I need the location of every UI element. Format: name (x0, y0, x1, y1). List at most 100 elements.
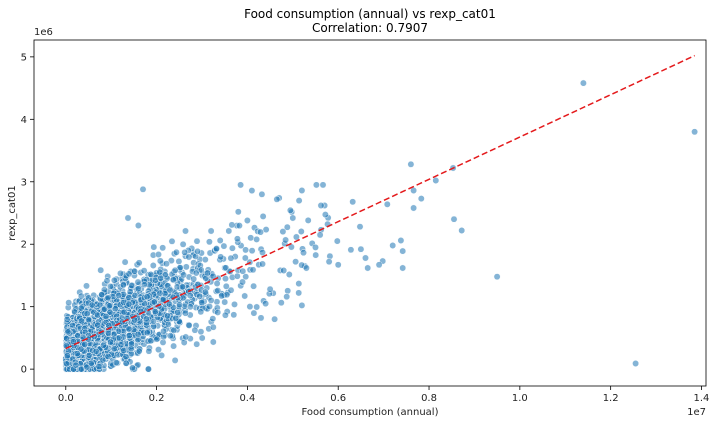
data-point (259, 212, 267, 220)
data-point (171, 356, 179, 364)
x-tick-label: 1.2 (603, 393, 619, 404)
data-point (182, 309, 189, 317)
x-tick-label: 1.4 (694, 393, 710, 404)
data-point (180, 271, 188, 279)
data-point (166, 332, 174, 340)
data-point (166, 286, 174, 294)
data-point (222, 282, 230, 290)
data-point (279, 228, 287, 236)
data-point (117, 269, 124, 277)
data-point (280, 267, 288, 274)
data-point (209, 315, 217, 323)
data-point (63, 352, 71, 360)
data-point (295, 280, 303, 288)
data-point (225, 227, 233, 235)
data-point (155, 346, 162, 354)
data-point (182, 333, 190, 341)
data-point (253, 235, 261, 243)
data-point (120, 308, 128, 316)
data-point (192, 269, 200, 277)
data-point (104, 294, 112, 302)
data-point (493, 273, 501, 281)
data-point (277, 299, 285, 307)
data-point (253, 303, 261, 311)
data-point (111, 305, 119, 313)
data-point (143, 293, 151, 301)
data-point (298, 301, 306, 309)
x-tick-label: 0.8 (421, 393, 437, 404)
data-point (156, 257, 164, 265)
data-point (312, 181, 320, 189)
data-point (170, 342, 178, 350)
data-point (292, 233, 300, 241)
data-point (145, 347, 153, 355)
data-point (237, 181, 245, 189)
data-point (134, 285, 142, 293)
data-point (222, 275, 229, 283)
data-point (214, 308, 222, 316)
data-point (83, 363, 91, 371)
data-point (172, 314, 180, 322)
data-point (92, 347, 100, 355)
data-point (135, 259, 143, 267)
data-point (182, 263, 190, 271)
data-point (364, 264, 372, 272)
data-point (174, 309, 182, 317)
data-point (94, 311, 102, 319)
data-point (156, 268, 164, 276)
data-point (144, 365, 152, 373)
data-point (69, 338, 77, 346)
data-point (125, 300, 133, 308)
data-point (234, 208, 242, 216)
chart-title: Food consumption (annual) vs rexp_cat01 (244, 7, 496, 21)
data-point (101, 305, 109, 313)
data-point (316, 231, 324, 239)
data-point (122, 359, 130, 367)
data-point (103, 277, 111, 285)
data-point (122, 353, 130, 361)
data-point (347, 246, 355, 254)
data-point (124, 214, 132, 222)
data-point (235, 222, 243, 230)
data-point (140, 267, 148, 275)
x-tick-label: 1.0 (512, 393, 528, 404)
x-tick-label: 0.0 (58, 393, 74, 404)
data-point (72, 361, 80, 369)
data-point (125, 325, 133, 333)
data-point (77, 304, 85, 312)
data-point (248, 187, 256, 195)
data-point (128, 340, 135, 348)
data-point (193, 340, 201, 348)
x-tick-label: 0.4 (239, 393, 255, 404)
data-point (333, 237, 341, 245)
data-point (196, 292, 204, 300)
chart-subtitle: Correlation: 0.7907 (312, 21, 428, 35)
data-point (125, 294, 133, 302)
data-point (292, 258, 300, 266)
data-point (375, 261, 383, 269)
data-point (285, 271, 293, 278)
data-point (88, 301, 96, 309)
data-point (190, 275, 198, 283)
data-point (242, 246, 250, 254)
y-tick-label: 3 (21, 177, 27, 188)
data-point (312, 243, 319, 251)
data-point (172, 248, 180, 256)
data-point (63, 316, 71, 323)
data-point (120, 347, 128, 355)
data-point (349, 198, 357, 206)
data-point (81, 340, 89, 348)
data-point (399, 247, 407, 255)
data-point (271, 315, 279, 323)
data-point (197, 266, 205, 274)
data-point (213, 245, 220, 253)
data-point (170, 326, 178, 334)
data-point (209, 323, 217, 331)
data-point (205, 238, 213, 246)
data-point (110, 276, 118, 284)
y-tick-label: 4 (21, 115, 27, 126)
data-point (317, 202, 325, 209)
data-point (233, 235, 241, 243)
data-point (198, 299, 206, 307)
data-point (312, 251, 320, 259)
